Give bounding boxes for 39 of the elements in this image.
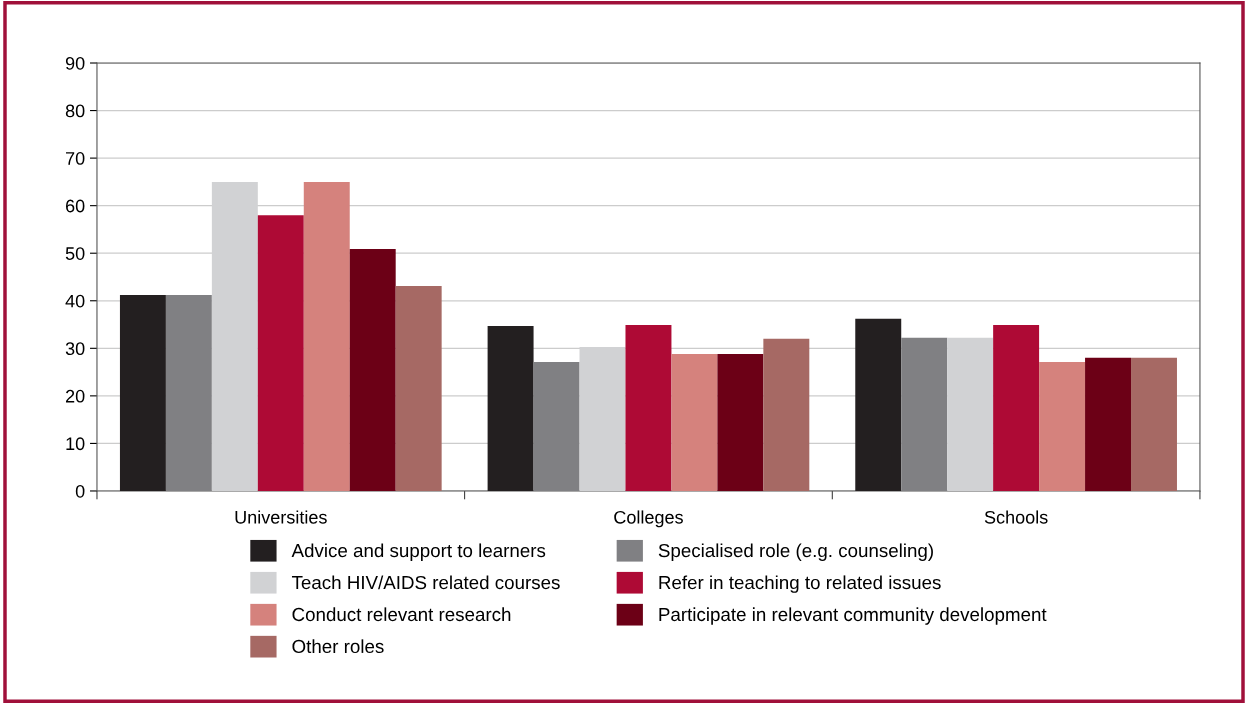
bar <box>257 215 304 491</box>
legend-label: Other roles <box>292 639 384 654</box>
bar <box>165 295 212 491</box>
y-tick-label: 40 <box>65 294 85 308</box>
x-tick-label: Schools <box>984 510 1048 524</box>
bar <box>119 295 166 491</box>
legend-label: Teach HIV/AIDS related courses <box>291 575 560 590</box>
bar <box>487 325 534 491</box>
y-tick-label: 20 <box>65 389 85 403</box>
y-tick-label: 90 <box>65 56 85 70</box>
y-tick-label: 80 <box>65 104 85 118</box>
bar <box>947 337 994 491</box>
bar <box>395 286 442 491</box>
legend-label: Specialised role (e.g. counseling) <box>658 543 933 561</box>
bar <box>625 325 672 491</box>
bar <box>855 318 902 491</box>
y-tick-label: 50 <box>65 247 85 260</box>
bar <box>533 362 580 491</box>
bar <box>993 325 1040 491</box>
y-tick-label: 10 <box>66 437 85 451</box>
y-tick-label: 70 <box>66 152 85 165</box>
bar <box>901 337 948 491</box>
legend-label: Advice and support to learners <box>291 543 546 561</box>
legend-label: Conduct relevant research <box>292 607 511 622</box>
y-tick-label: 0 <box>75 484 85 498</box>
legend-label: Participate in relevant community development <box>659 607 1047 625</box>
bar <box>349 248 396 491</box>
bar <box>671 354 718 491</box>
bar <box>1085 357 1132 491</box>
bar <box>303 181 350 491</box>
legend-label: Refer in teaching to related issues <box>659 575 941 593</box>
bar <box>717 354 764 491</box>
bar <box>1039 362 1086 491</box>
x-tick-label: Colleges <box>614 510 683 528</box>
x-tick-label: Universities <box>235 510 327 524</box>
y-tick-label: 30 <box>65 342 85 356</box>
bar <box>1131 357 1177 491</box>
bar <box>763 338 810 491</box>
y-tick-label: 60 <box>66 199 85 213</box>
